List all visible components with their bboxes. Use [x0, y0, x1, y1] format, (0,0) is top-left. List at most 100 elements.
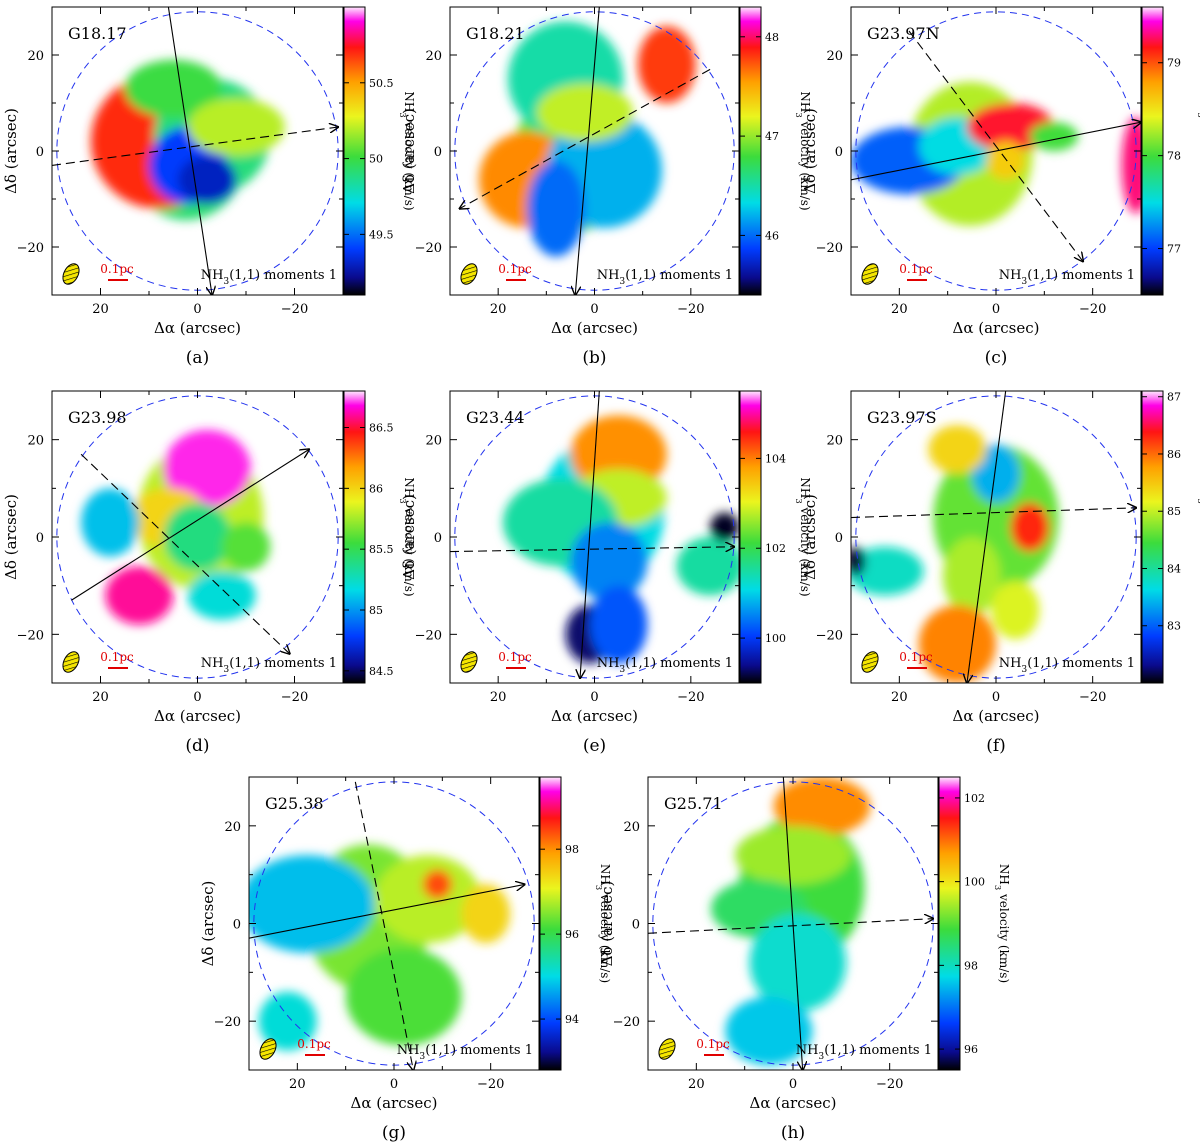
colorbar — [343, 6, 366, 296]
y-axis-label: Δδ (arcsec) — [598, 881, 616, 967]
colorbar — [539, 776, 562, 1071]
velocity-blob — [105, 566, 174, 625]
velocity-blob — [187, 98, 285, 156]
x-tick-label: 0 — [590, 690, 598, 705]
dashed-direction-arrow — [52, 127, 338, 166]
source-name: G18.21 — [466, 24, 525, 43]
x-tick-label: 0 — [193, 690, 201, 705]
velocity-blob — [423, 869, 452, 900]
y-tick-label: 20 — [826, 434, 843, 449]
x-tick-label: 20 — [92, 690, 109, 705]
x-axis-label: Δα (arcsec) — [750, 1094, 837, 1112]
x-tick-label: −20 — [876, 1077, 903, 1092]
solid-direction-arrow — [71, 449, 309, 601]
panel-c: 20 0 −20 20 0 −20 Δα (arcsec) Δδ (arcsec) G23.97… — [801, 6, 1200, 368]
colorbar — [739, 390, 762, 684]
x-tick-label: −20 — [677, 690, 704, 705]
panel-caption: (f) — [986, 736, 1006, 756]
colorbar-tick-label: 100 — [765, 632, 786, 645]
velocity-blob — [81, 488, 140, 557]
y-axis-label: Δδ (arcsec) — [2, 494, 20, 580]
y-tick-label: 0 — [36, 531, 44, 546]
velocity-blob — [971, 444, 1021, 503]
x-tick-label: 0 — [590, 302, 598, 317]
synthesized-beam-icon — [460, 263, 478, 285]
panel-d: 20 0 −20 20 0 −20 Δα (arcsec) Δδ (arcsec) G23.98… — [2, 390, 416, 756]
colorbar-label: NH3 velocity (km/s) — [794, 477, 812, 596]
velocity-blob — [249, 855, 375, 953]
solid-direction-arrow — [249, 884, 525, 939]
colorbar — [739, 6, 762, 296]
y-tick-label: 0 — [434, 531, 442, 546]
colorbar-tick-label: 98 — [964, 959, 978, 972]
synthesized-beam-icon — [861, 263, 879, 285]
panel-b: 20 0 −20 20 0 −20 Δα (arcsec) Δδ (arcsec) G18.21… — [400, 6, 812, 368]
y-tick-label: 0 — [36, 145, 44, 160]
dashed-direction-arrow — [460, 68, 711, 208]
x-tick-label: 20 — [891, 690, 908, 705]
y-tick-label: −20 — [17, 628, 44, 643]
synthesized-beam-icon — [658, 1038, 676, 1060]
dashed-direction-arrow — [908, 30, 1083, 261]
colorbar-label: NH3 velocity (km/s) — [398, 477, 416, 596]
synthesized-beam-icon — [861, 651, 879, 673]
moment-label: NH3(1,1) moments 1 — [597, 268, 733, 287]
solid-direction-arrow — [580, 391, 600, 678]
y-tick-label: −20 — [816, 241, 843, 256]
x-axis-label: Δα (arcsec) — [551, 707, 638, 725]
x-tick-label: 0 — [390, 1077, 398, 1092]
x-axis-label: Δα (arcsec) — [154, 707, 241, 725]
colorbar-tick-label: 78 — [1167, 150, 1181, 163]
moment-label: NH3(1,1) moments 1 — [201, 656, 337, 675]
x-tick-label: 20 — [289, 1077, 306, 1092]
colorbar-label: NH3 velocity (km/s) — [398, 91, 416, 210]
y-tick-label: −20 — [816, 628, 843, 643]
colorbar-label: NH3 velocity (km/s) — [594, 864, 612, 983]
y-axis-label: Δδ (arcsec) — [801, 108, 819, 194]
velocity-map — [851, 391, 1136, 683]
colorbar-tick-label: 84.5 — [369, 665, 394, 678]
velocity-blob — [749, 913, 847, 1012]
scale-bar-label: 0.1pc — [498, 262, 532, 276]
velocity-blob — [345, 947, 462, 1046]
panel-caption: (a) — [186, 348, 209, 368]
velocity-map — [851, 11, 1141, 291]
x-axis-label: Δα (arcsec) — [551, 319, 638, 337]
scale-bar-label: 0.1pc — [297, 1037, 331, 1051]
colorbar-tick-label: 94 — [565, 1013, 579, 1026]
synthesized-beam-icon — [259, 1038, 277, 1060]
colorbar-tick-label: 104 — [765, 452, 786, 465]
velocity-map — [450, 391, 739, 678]
y-tick-label: 0 — [434, 145, 442, 160]
y-tick-label: 20 — [224, 820, 241, 835]
velocity-blob — [178, 155, 237, 204]
panel-caption: (c) — [985, 348, 1008, 368]
y-axis-label: Δδ (arcsec) — [400, 494, 418, 580]
x-tick-label: 20 — [891, 302, 908, 317]
y-tick-label: 20 — [425, 49, 442, 64]
colorbar — [343, 390, 366, 684]
axis-ticks — [51, 390, 344, 684]
y-tick-label: −20 — [415, 628, 442, 643]
colorbar-label: NH3 velocity (km/s) — [1196, 91, 1200, 210]
x-tick-label: 0 — [789, 1077, 797, 1092]
axis-ticks — [51, 6, 344, 296]
panel-e: 20 0 −20 20 0 −20 Δα (arcsec) Δδ (arcsec) G23.44… — [400, 390, 812, 756]
y-tick-label: 20 — [425, 434, 442, 449]
velocity-blob — [851, 546, 924, 596]
colorbar-tick-label: 48 — [765, 31, 779, 44]
x-tick-label: 20 — [490, 690, 507, 705]
y-tick-label: 0 — [632, 918, 640, 933]
velocity-blob — [1029, 122, 1079, 151]
y-tick-label: −20 — [214, 1015, 241, 1030]
panel-caption: (g) — [382, 1123, 406, 1143]
colorbar-tick-label: 102 — [964, 792, 985, 805]
colorbar-tick-label: 46 — [765, 229, 779, 242]
velocity-blob — [258, 991, 317, 1051]
x-tick-label: −20 — [677, 302, 704, 317]
solid-direction-arrow — [967, 391, 1007, 683]
colorbar-tick-label: 84 — [1167, 562, 1181, 575]
velocity-blob — [710, 512, 739, 542]
velocity-blob — [676, 537, 739, 596]
colorbar-tick-label: 79 — [1167, 57, 1181, 70]
